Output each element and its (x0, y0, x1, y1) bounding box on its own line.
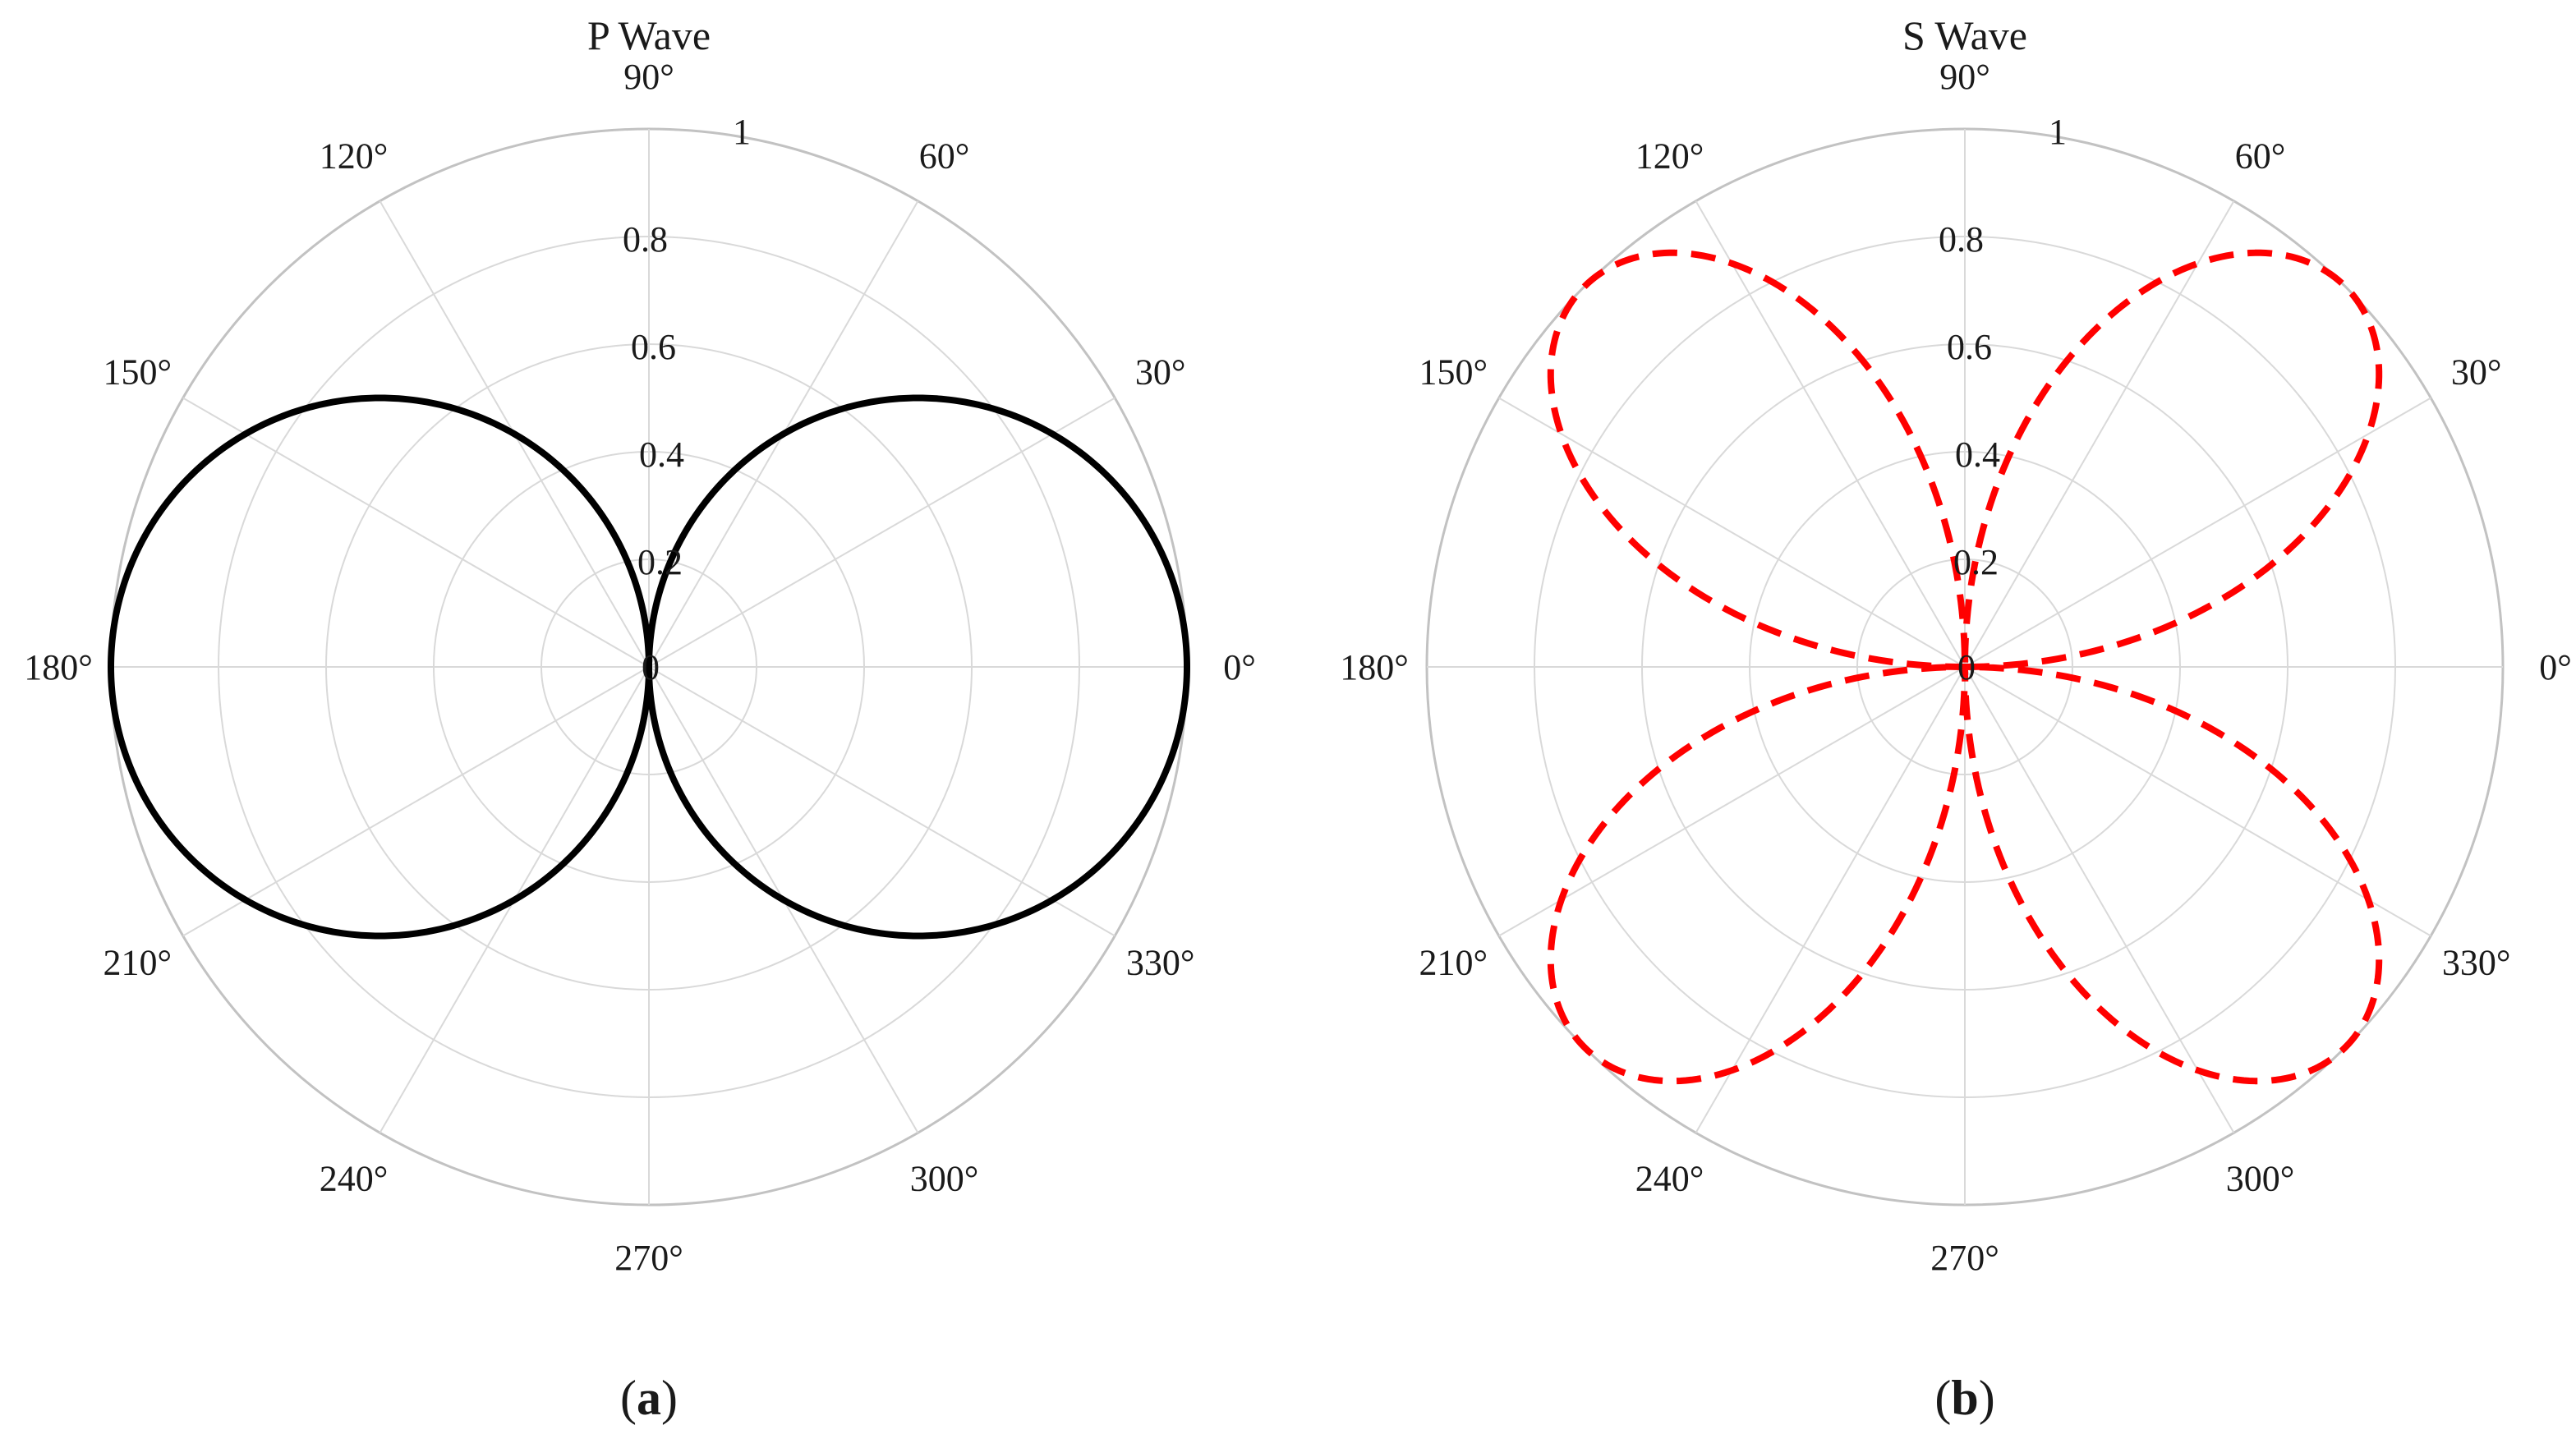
s-wave-angle-tick-label: 60° (2235, 136, 2286, 176)
s-wave-r-tick-label: 0.8 (1939, 219, 1984, 260)
p-wave-r-tick-label: 0.4 (639, 434, 684, 475)
s-wave-grid-spoke (1964, 200, 2235, 668)
s-wave-angle-tick-label: 240° (1635, 1159, 1704, 1199)
s-wave-angle-tick-label: 300° (2226, 1159, 2295, 1199)
p-wave-r-tick-label: 1 (733, 112, 751, 152)
s-wave-angle-tick-label: 120° (1635, 136, 1704, 176)
p-wave-r-tick-label: 0.2 (637, 542, 683, 582)
s-wave-angle-tick-label: 330° (2442, 943, 2511, 983)
p-wave-radial-tick-labels: 0 0.2 0.4 0.6 0.8 1 (623, 112, 751, 687)
p-wave-angle-tick-label: 210° (104, 943, 172, 983)
p-wave-angle-tick-label: 60° (919, 136, 970, 176)
s-wave-series-line (1547, 249, 2383, 1085)
p-wave-grid-spoke (182, 666, 650, 937)
s-wave-title: S Wave (1902, 12, 2027, 58)
s-wave-angle-tick-label: 150° (1419, 352, 1488, 393)
p-wave-angle-tick-labels: 0° 30° 60° 90° 120° 150° 180° 210° 240° 270° 300° 3… (24, 57, 1256, 1278)
s-wave-r-tick-label: 0.2 (1953, 542, 1999, 582)
p-wave-angle-tick-label: 330° (1126, 943, 1195, 983)
s-wave-grid-spoke (1695, 666, 1966, 1133)
p-wave-angle-tick-label: 120° (320, 136, 389, 176)
p-wave-angle-tick-label: 150° (104, 352, 172, 393)
panel-b-caption: (b) (1934, 1371, 1994, 1425)
s-wave-r-tick-label: 1 (2049, 112, 2067, 152)
p-wave-r-tick-label: 0.8 (623, 219, 668, 260)
s-wave-grid (1425, 127, 2505, 1207)
p-wave-curve-layer (108, 394, 1190, 940)
p-wave-angle-tick-label: 30° (1135, 352, 1186, 393)
s-wave-grid-spoke (1964, 666, 2235, 1133)
s-wave-grid-spoke (1498, 666, 1966, 937)
p-wave-angle-tick-label: 0° (1223, 647, 1256, 687)
p-wave-angle-tick-label: 180° (24, 647, 93, 687)
p-wave-grid-spoke (648, 397, 1116, 668)
p-wave-title: P Wave (587, 12, 711, 58)
p-wave-panel: 0 0.2 0.4 0.6 0.8 1 0° 30° 60° 90° 120° 150° 180° 21… (24, 12, 1256, 1425)
s-wave-r-tick-label: 0.4 (1955, 434, 2000, 475)
s-wave-r-tick-label: 0 (1957, 647, 1976, 687)
p-wave-r-tick-label: 0 (642, 647, 660, 687)
p-wave-angle-tick-label: 240° (320, 1159, 389, 1199)
s-wave-radial-tick-labels: 0 0.2 0.4 0.6 0.8 1 (1939, 112, 2067, 687)
s-wave-angle-tick-label: 180° (1340, 647, 1409, 687)
p-wave-r-tick-label: 0.6 (631, 327, 676, 367)
p-wave-angle-tick-label: 270° (614, 1238, 683, 1278)
s-wave-grid-spoke (1498, 397, 1966, 668)
p-wave-grid-spoke (182, 397, 650, 668)
p-wave-grid-spoke (648, 666, 1116, 937)
s-wave-angle-tick-labels: 0° 30° 60° 90° 120° 150° 180° 210° 240° 270° 300° 3… (1340, 57, 2572, 1278)
s-wave-grid-spoke (1964, 666, 2431, 937)
s-wave-angle-tick-label: 30° (2451, 352, 2502, 393)
p-wave-angle-tick-label: 300° (910, 1159, 979, 1199)
s-wave-grid-spoke (1695, 200, 1966, 668)
s-wave-angle-tick-label: 210° (1419, 943, 1488, 983)
panel-a-caption: (a) (620, 1371, 678, 1425)
s-wave-grid-spoke (1964, 397, 2431, 668)
s-wave-angle-tick-label: 0° (2539, 647, 2572, 687)
s-wave-angle-tick-label: 90° (1939, 57, 1990, 97)
s-wave-r-tick-label: 0.6 (1947, 327, 1992, 367)
p-wave-angle-tick-label: 90° (623, 57, 674, 97)
s-wave-curve-layer (1547, 249, 2383, 1085)
p-wave-series-line (108, 394, 1190, 940)
s-wave-panel: 0 0.2 0.4 0.6 0.8 1 0° 30° 60° 90° 120° 150° 180° 21… (1340, 12, 2572, 1425)
s-wave-angle-tick-label: 270° (1930, 1238, 1999, 1278)
